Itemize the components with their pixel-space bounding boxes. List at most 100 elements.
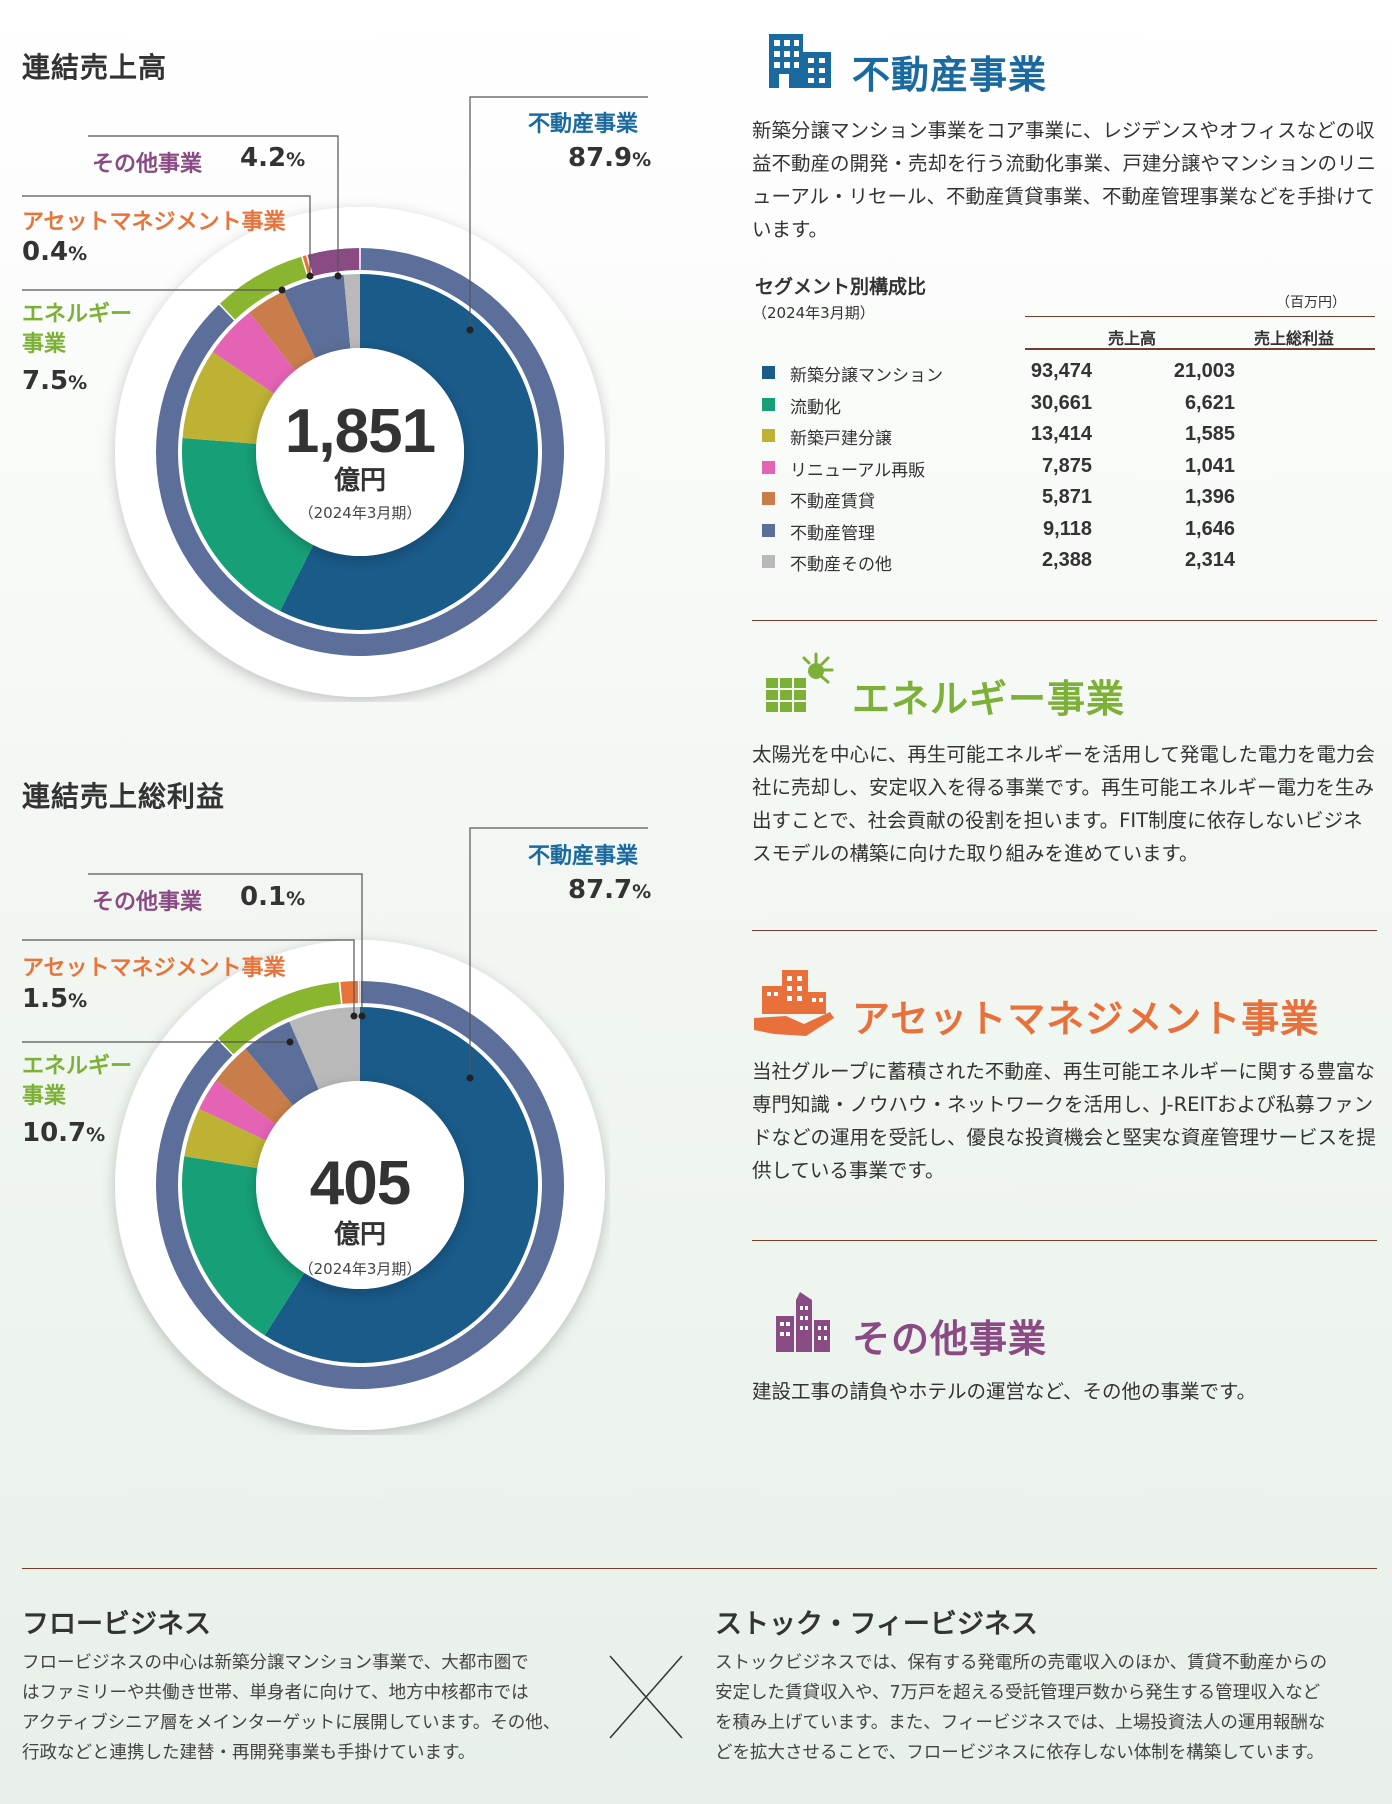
inner-ring-slice [182,352,274,444]
outer-ring-slice [218,982,342,1055]
row-label: 不動産その他 [790,555,892,575]
row-label: 新築分譲マンション [790,366,943,386]
row-label: 流動化 [790,397,841,418]
row-sales: 9,118 [1043,517,1092,540]
chart2-label-other: その他事業 [92,890,203,915]
inner-ring-slice [289,1007,360,1090]
row-sales: 7,875 [1041,454,1092,477]
chart2-pct-energy: 10.7% [22,1118,106,1148]
row-gross: 6,621 [1184,391,1235,414]
row-gross: 1,585 [1184,423,1235,445]
chart1-pct-asset: 0.4% [22,237,88,267]
city-buildings-icon [776,1292,830,1352]
legend-swatch [762,555,775,568]
chart1-title: 連結売上高 [22,51,168,84]
stock-business-text: ストックビジネスでは、保有する発電所の売電収入のほか、賃貸不動産からの 安定した… [715,1653,1328,1763]
segment-table-title: セグメント別構成比 [755,276,927,298]
row-gross: 1,646 [1184,517,1235,540]
chart1-donut [115,207,605,697]
inner-ring-slice [182,438,314,612]
section-realestate-title: 不動産事業 [852,53,1048,97]
chart2-center-period: （2024年3月期） [298,1260,422,1278]
chart2-label-asset: アセットマネジメント事業 [22,956,286,981]
row-label: 不動産賃貸 [790,492,875,512]
inner-ring-slice [283,274,351,359]
solar-panel-icon [766,652,834,712]
legend-swatch [762,366,775,379]
table-row: 新築戸建分譲 13,414 1,585 [762,421,1372,453]
chart1-label-other: その他事業 [92,152,203,177]
divider [752,1240,1377,1241]
leader-dot [286,1038,294,1046]
footer-divider [22,1568,1377,1569]
legend-swatch [762,492,775,505]
chart1-label-energy: エネルギー 事業 [22,302,133,357]
chart1-center-period: （2024年3月期） [298,504,422,522]
row-label: 不動産管理 [790,523,875,544]
leader-dot [350,1012,358,1020]
table-row: 不動産賃貸 5,871 1,396 [762,484,1372,516]
chart1-center-unit: 億円 [333,466,386,496]
chart1-center-disc [256,348,464,556]
leader-realestate [469,827,648,1078]
outer-ring-slice [220,256,308,320]
table-row: リニューアル再販 7,875 1,041 [762,453,1372,485]
chart1-pct-realestate: 87.9% [568,143,652,173]
leader-dot [466,1074,474,1082]
chart2-label-realestate: 不動産事業 [528,844,639,869]
table-row: 流動化 30,661 6,621 [762,390,1372,422]
table-rule [1025,316,1375,317]
leader-asset [22,939,355,1016]
chart2-pct-other: 0.1% [240,882,306,912]
segment-table-body: 新築分譲マンション 93,474 21,003 流動化 30,661 6,621 新築戸建分… [762,358,1372,579]
flow-business-text: フロービジネスの中心は新築分譲マンション事業で、大都市圏で はファミリーや共働き… [22,1653,561,1763]
legend-swatch [762,460,775,474]
leader-asset [22,195,311,276]
col-header-gross: 売上総利益 [1254,329,1335,348]
row-label: リニューアル再販 [790,460,926,481]
chart2-pct-realestate: 87.7% [568,875,652,905]
table-row: 不動産管理 9,118 1,646 [762,516,1372,548]
row-label: 新築戸建分譲 [790,429,892,449]
buildings-hand-icon [754,970,834,1036]
stock-business-title: ストック・フィービジネス [715,1609,1038,1640]
row-sales: 13,414 [1030,423,1092,445]
inner-ring-slice [182,1156,305,1336]
section-realestate-text: 新築分譲マンション事業をコア事業に、レジデンスやオフィスなどの収益不動産の開発・… [752,119,1377,241]
row-gross: 1,041 [1184,454,1235,477]
row-gross: 2,314 [1184,549,1235,571]
inner-ring-slice [184,1108,266,1169]
leader-realestate [469,96,648,330]
chart2-leaders [22,827,648,1082]
section-energy-title: エネルギー事業 [852,677,1126,721]
chart2-center-unit: 億円 [333,1220,386,1250]
section-asset-title: アセットマネジメント事業 [852,997,1320,1041]
divider [752,620,1377,621]
chart2-label-energy: エネルギー 事業 [22,1054,133,1109]
row-sales: 2,388 [1041,549,1092,571]
chart1-pct-other: 4.2% [240,143,306,173]
chart2-center-disc [256,1081,464,1289]
legend-swatch [762,397,775,411]
table-row: 不動産その他 2,388 2,314 [762,547,1372,579]
leader-dot [278,286,286,294]
table-row: 新築分譲マンション 93,474 21,003 [762,358,1372,390]
leader-other [88,873,363,1016]
chart2-title: 連結売上総利益 [22,780,226,813]
outer-ring-slice [307,248,360,277]
chart1-label-realestate: 不動産事業 [528,112,639,137]
col-header-sales: 売上高 [1108,329,1157,348]
chart1-inner-ring [182,274,538,630]
leader-other [88,135,339,276]
table-rule [1025,348,1375,350]
inner-ring-slice [264,1007,538,1363]
leader-dot [358,1012,366,1020]
chart1-leaders [22,96,648,334]
flow-business-title: フロービジネス [22,1609,211,1640]
inner-ring-slice [215,1048,294,1125]
section-other-title: その他事業 [852,1317,1048,1361]
leader-dot [466,326,474,334]
chart2-center-value: 405 [309,1149,411,1218]
section-other-text: 建設工事の請負やホテルの運営など、その他の事業です。 [752,1380,1257,1403]
row-sales: 93,474 [1030,360,1092,382]
